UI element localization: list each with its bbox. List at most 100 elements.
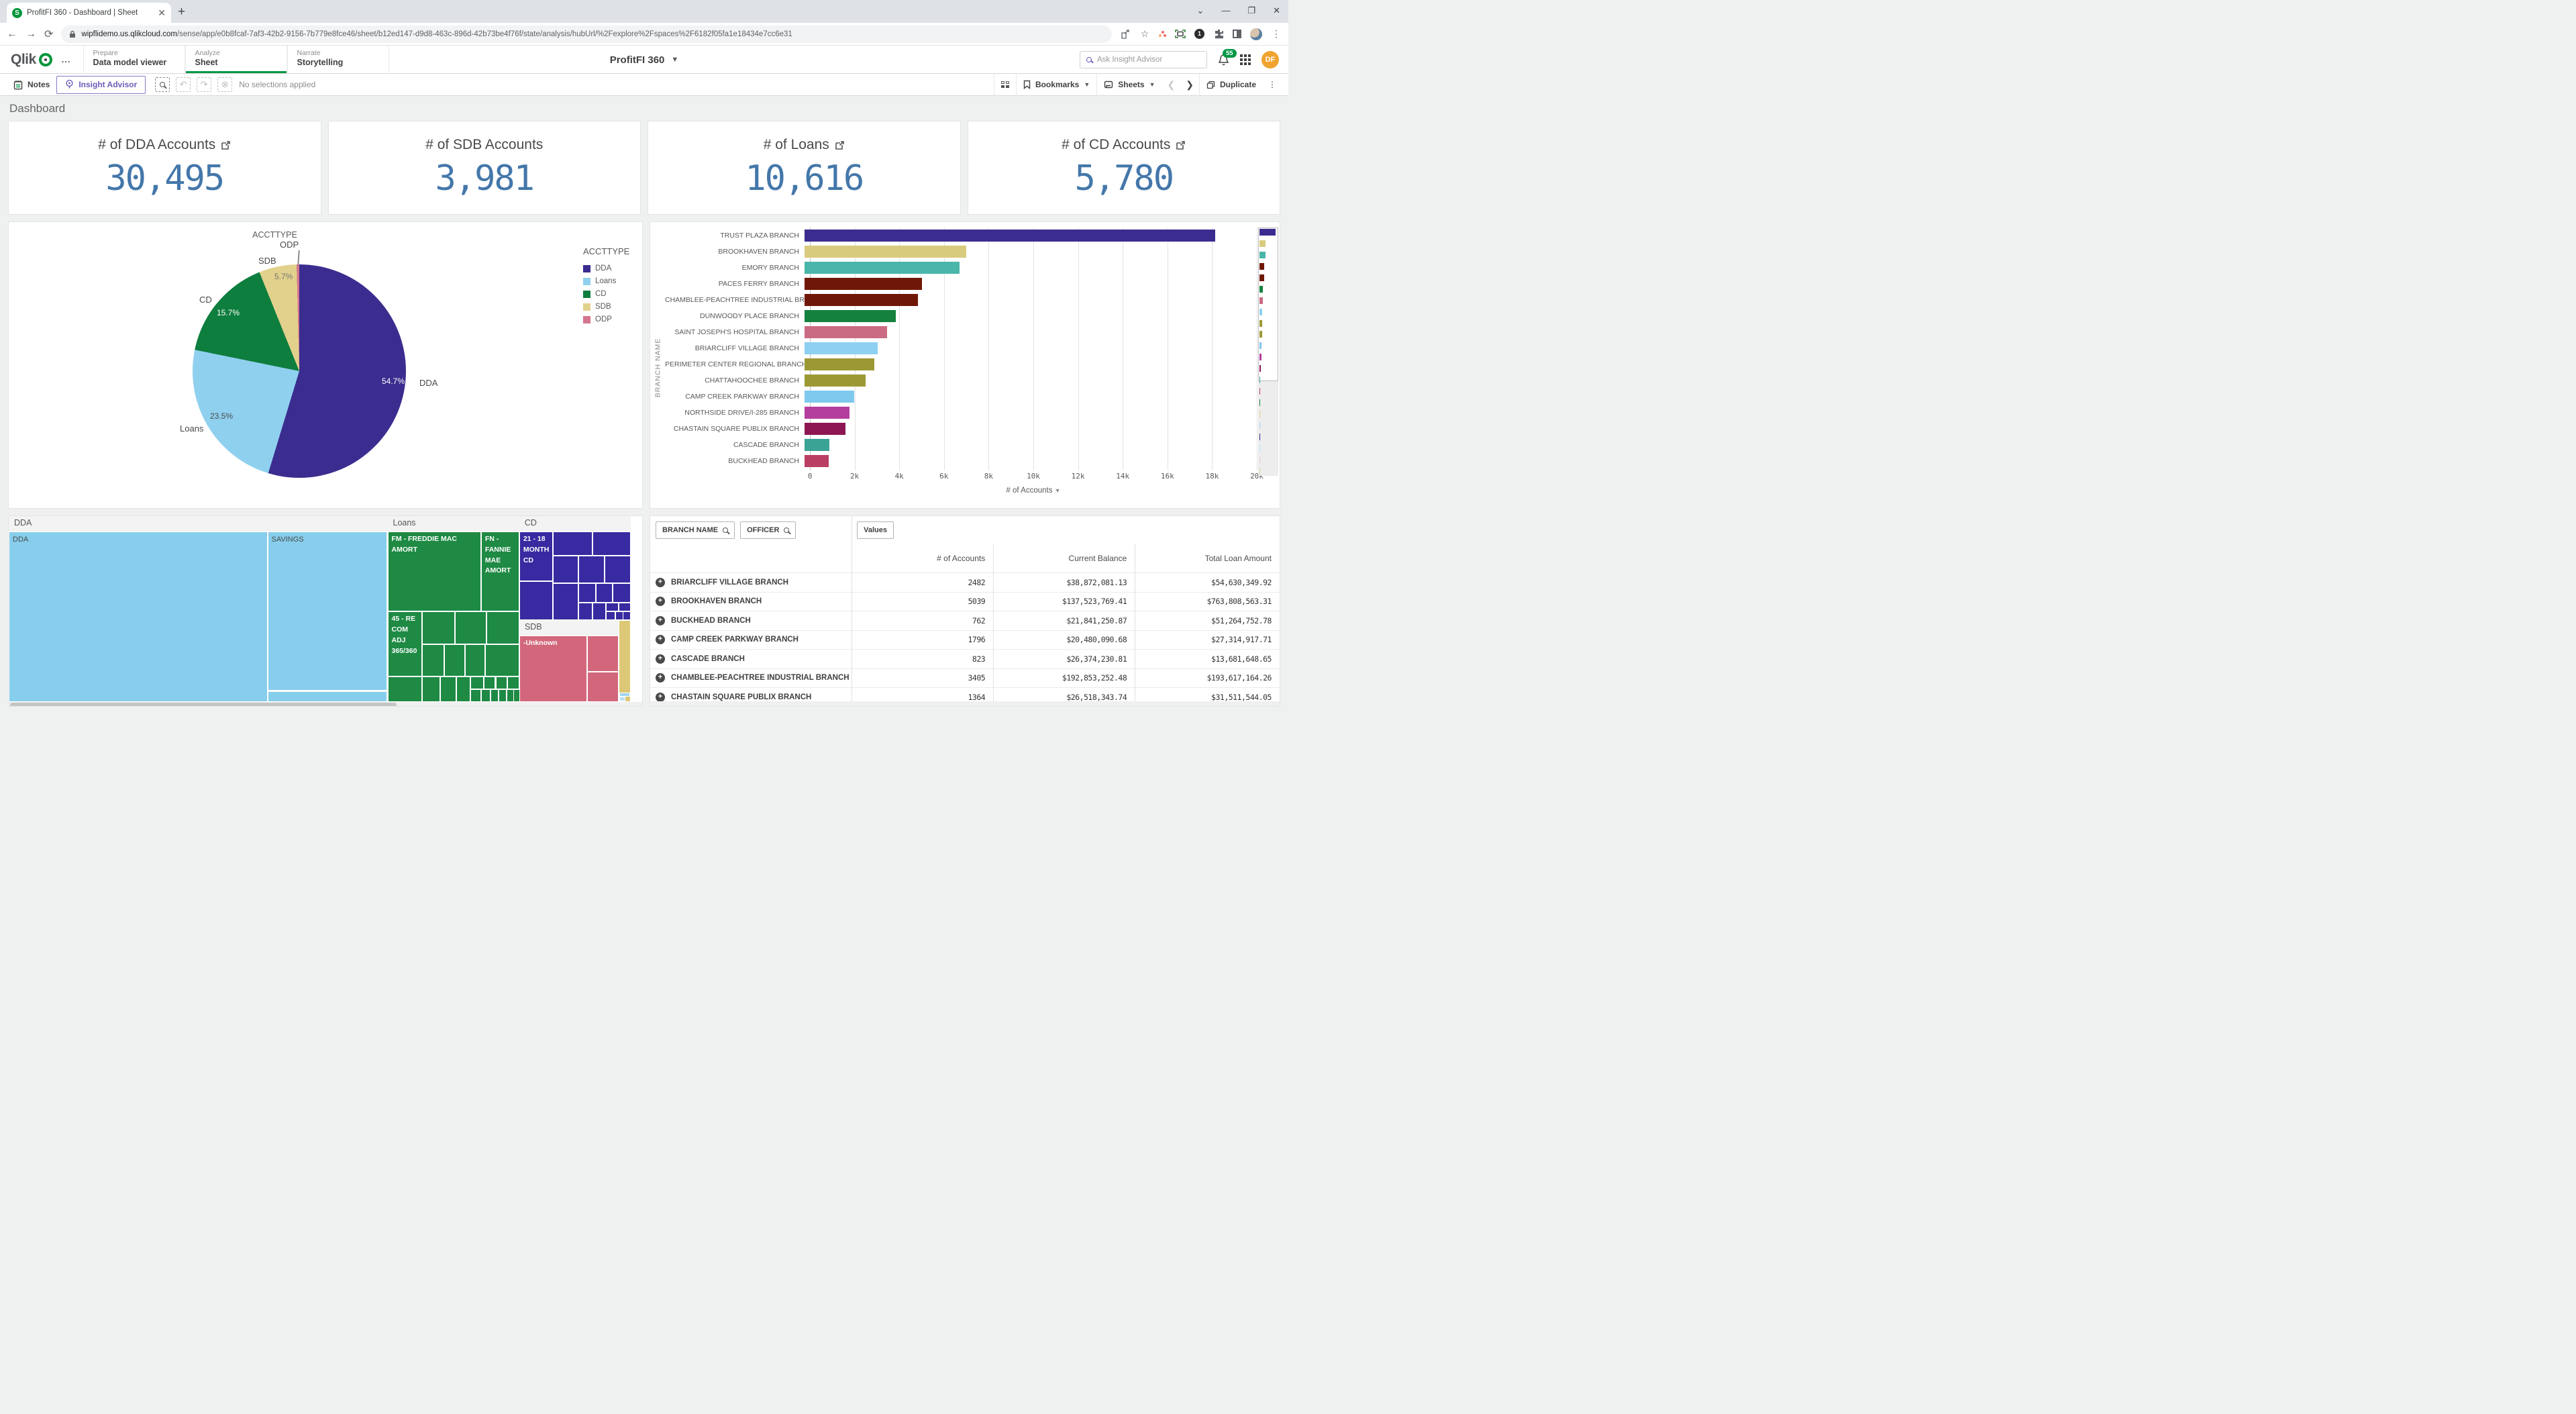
duplicate-button[interactable]: Duplicate <box>1198 73 1263 96</box>
scrollbar-thumb[interactable] <box>10 703 397 706</box>
expand-plus-icon[interactable]: + <box>656 654 665 664</box>
qlik-logo[interactable]: Qlik <box>0 46 62 73</box>
treemap-cell[interactable] <box>499 689 507 702</box>
bar-row[interactable]: CHAMBLEE-PEACHTREE INDUSTRIAL BR... <box>665 292 1257 308</box>
tab-close-icon[interactable]: ✕ <box>158 7 166 18</box>
treemap-cell[interactable] <box>593 532 631 556</box>
bar[interactable] <box>805 246 966 258</box>
bookmarks-button[interactable]: Bookmarks ▼ <box>1015 73 1096 96</box>
treemap-cell[interactable] <box>552 583 578 621</box>
window-minimize-icon[interactable]: — <box>1221 5 1231 15</box>
notifications-button[interactable]: 55 <box>1218 48 1237 66</box>
bar[interactable] <box>805 294 918 306</box>
window-restore-icon[interactable]: ❐ <box>1247 5 1256 15</box>
extension-capture-icon[interactable] <box>1175 29 1186 40</box>
expand-plus-icon[interactable]: + <box>656 673 665 683</box>
treemap-cell[interactable] <box>465 644 485 676</box>
expand-plus-icon[interactable]: + <box>656 597 665 607</box>
kpi-card[interactable]: # of CD Accounts 5,780 <box>967 121 1280 215</box>
treemap-cell[interactable] <box>623 611 631 621</box>
kpi-card[interactable]: # of SDB Accounts 3,981 <box>327 121 641 215</box>
table-row[interactable]: + BRIARCLIFF VILLAGE BRANCH 2482 $38,872,… <box>650 572 1280 592</box>
legend-item[interactable]: Loans <box>583 277 629 285</box>
treemap-section-dda[interactable]: DDA DDA SAVINGS <box>9 516 388 702</box>
treemap-cell[interactable] <box>552 555 578 583</box>
legend-item[interactable]: CD <box>583 290 629 298</box>
browser-menu-kebab-icon[interactable]: ⋮ <box>1272 28 1281 39</box>
treemap-cell[interactable] <box>421 676 441 702</box>
treemap-section-sdb[interactable]: SDB -Unknown <box>519 620 619 702</box>
treemap-cell[interactable] <box>421 611 455 644</box>
treemap-cell[interactable] <box>470 676 484 689</box>
bar[interactable] <box>805 278 923 290</box>
treemap-cell[interactable] <box>587 671 619 702</box>
treemap-cell[interactable] <box>578 583 596 603</box>
legend-item[interactable]: DDA <box>583 264 629 272</box>
treemap-cell[interactable] <box>618 602 631 611</box>
bar[interactable] <box>805 230 1215 242</box>
treemap-cell[interactable] <box>454 611 486 644</box>
user-avatar[interactable]: DF <box>1261 50 1279 68</box>
treemap-cell[interactable] <box>593 602 607 621</box>
treemap-cell[interactable] <box>507 676 519 689</box>
expand-plus-icon[interactable]: + <box>656 635 665 645</box>
treemap-cell[interactable]: -Unknown <box>519 636 588 702</box>
reload-icon[interactable]: ⟳ <box>44 28 54 40</box>
bar[interactable] <box>805 391 855 403</box>
back-icon[interactable]: ← <box>7 28 17 40</box>
treemap-cell[interactable] <box>595 583 613 603</box>
treemap-cell[interactable] <box>519 580 553 621</box>
forward-icon[interactable]: → <box>25 28 36 40</box>
bar[interactable] <box>805 262 960 274</box>
previous-sheet-icon[interactable]: ❮ <box>1167 79 1176 90</box>
table-row[interactable]: + BROOKHAVEN BRANCH 5039 $137,523,769.41 … <box>650 591 1280 611</box>
treemap-cell[interactable] <box>456 676 471 702</box>
treemap-cell[interactable] <box>483 676 496 689</box>
bar[interactable] <box>805 439 830 451</box>
bar-row[interactable]: TRUST PLAZA BRANCH <box>665 228 1257 244</box>
treemap-cell[interactable] <box>495 676 508 689</box>
treemap-panel[interactable]: DDA DDA SAVINGS Loans FM - FREDDIE MAC AM… <box>8 515 643 707</box>
expand-plus-icon[interactable]: + <box>656 577 665 587</box>
tab-narrate[interactable]: Narrate Storytelling <box>287 46 389 73</box>
bar-row[interactable]: BRIARCLIFF VILLAGE BRANCH <box>665 340 1257 356</box>
treemap-cell[interactable] <box>552 532 593 556</box>
treemap-cell[interactable] <box>444 644 466 676</box>
window-menu-icon[interactable]: ⌄ <box>1196 5 1204 15</box>
pie-chart-panel[interactable]: ACCTTYPE DDA 54.7% Loans 23.5% CD 15.7% SDB 5.7… <box>8 221 643 509</box>
treemap-cell[interactable]: 21 - 18 MONTH CD <box>519 532 553 581</box>
bar-row[interactable]: PERIMETER CENTER REGIONAL BRANCH <box>665 356 1257 372</box>
treemap-cell[interactable] <box>421 644 444 676</box>
treemap-cell[interactable] <box>578 602 593 621</box>
bar[interactable] <box>805 326 887 338</box>
bar[interactable] <box>805 358 875 370</box>
table-row[interactable]: + CHAMBLEE-PEACHTREE INDUSTRIAL BRANCH 34… <box>650 668 1280 688</box>
bar-row[interactable]: EMORY BRANCH <box>665 260 1257 276</box>
extension-asana-icon[interactable] <box>1159 31 1166 37</box>
insight-advisor-search-input[interactable]: Ask Insight Advisor <box>1080 50 1207 68</box>
bar-x-axis-label-dropdown[interactable]: # of Accounts ▼ <box>1006 487 1061 495</box>
address-bar[interactable]: wipflidemo.us.qlikcloud.com/sense/app/e0… <box>61 25 1112 43</box>
treemap-cell[interactable] <box>615 611 623 621</box>
browser-tab[interactable]: S ProfitFI 360 - Dashboard | Sheet ✕ <box>7 3 171 23</box>
tab-analyze[interactable]: Analyze Sheet <box>185 46 287 73</box>
share-icon[interactable] <box>1120 29 1131 40</box>
app-launcher-grid-icon[interactable] <box>1240 54 1251 65</box>
bar[interactable] <box>805 423 845 435</box>
values-button[interactable]: Values <box>857 521 894 539</box>
treemap-cell[interactable] <box>490 689 499 702</box>
bar-row[interactable]: CAMP CREEK PARKWAY BRANCH <box>665 389 1257 405</box>
treemap-cell[interactable]: SAVINGS <box>267 532 388 691</box>
treemap-cell[interactable] <box>604 555 631 583</box>
new-tab-button[interactable]: + <box>178 5 186 19</box>
bar[interactable] <box>805 342 878 354</box>
pie-chart[interactable] <box>193 264 406 478</box>
notes-button[interactable]: Notes <box>7 80 56 90</box>
treemap-cell[interactable] <box>267 691 388 702</box>
treemap-cell[interactable] <box>486 611 519 644</box>
treemap-cell[interactable] <box>480 689 491 702</box>
treemap-cell[interactable] <box>587 636 619 672</box>
bar-row[interactable]: BROOKHAVEN BRANCH <box>665 244 1257 260</box>
treemap-cell[interactable] <box>484 644 519 676</box>
bar-chart-panel[interactable]: BRANCH NAME TRUST PLAZA BRANCH BROOKHAVE… <box>650 221 1280 509</box>
